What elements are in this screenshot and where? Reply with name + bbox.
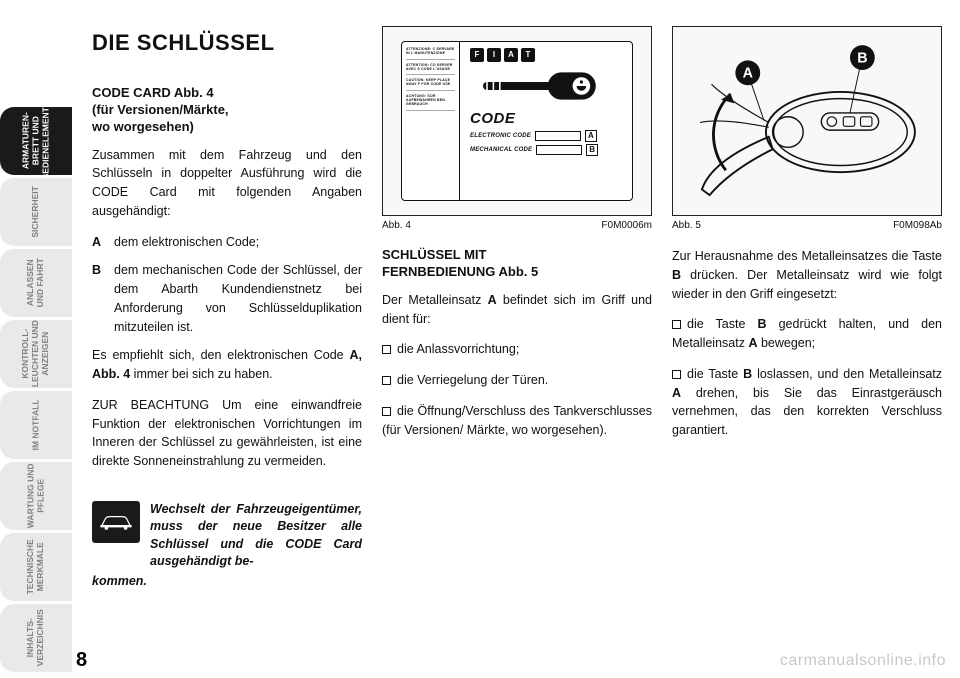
tab-notfall[interactable]: IM NOTFALL bbox=[0, 391, 72, 459]
code-box bbox=[536, 145, 582, 155]
tab-inhalt[interactable]: INHALTS-VERZEICHNIS bbox=[0, 604, 72, 672]
bullet: die Taste B gedrückt halten, und den Met… bbox=[672, 315, 942, 353]
list-key: B bbox=[92, 261, 114, 336]
page-content: DIE SCHLÜSSEL CODE CARD Abb. 4(für Versi… bbox=[72, 0, 960, 678]
tiny-text: CAUTION: KEEP PLACE AWAY F FOR CODE USE bbox=[406, 79, 455, 91]
paragraph: Es empfiehlt sich, den elektronischen Co… bbox=[92, 346, 362, 384]
tab-label: SICHERHEIT bbox=[31, 186, 41, 237]
code-box bbox=[535, 131, 581, 141]
tab-label: WARTUNG UNDPFLEGE bbox=[26, 464, 46, 529]
page-title: DIE SCHLÜSSEL bbox=[92, 26, 362, 59]
card-warnings: ATTENZIONE: C SERVARE IN L MANUTENZIONE … bbox=[402, 42, 460, 200]
tiny-text: ACHTUNG: SOR AUFBEWAHREN BEN. GEBRAUCH bbox=[406, 95, 455, 111]
watermark: carmanualsonline.info bbox=[780, 652, 946, 670]
tab-label: INHALTS-VERZEICHNIS bbox=[26, 609, 46, 666]
key-drawing: CODE ELECTRONIC CODE A MECHANICAL CODE B bbox=[470, 68, 624, 192]
tab-kontrollleuchten[interactable]: KONTROLL-LEUCHTEN UNDANZEIGEN bbox=[0, 320, 72, 388]
column-3: A B Abb. 5 F0M098Ab Zur Herausnahme des … bbox=[672, 26, 942, 590]
bullet: die Öffnung/Verschluss des Tankverschlus… bbox=[382, 402, 652, 440]
warning-text: Wechselt der Fahrzeugei­gentümer, muss d… bbox=[150, 501, 362, 571]
fig-code: F0M0006m bbox=[601, 218, 652, 233]
section-heading: CODE CARD Abb. 4(für Versionen/Märkte,wo… bbox=[92, 85, 362, 136]
label-a: A bbox=[743, 66, 753, 82]
code-tag: A bbox=[585, 130, 597, 142]
figure-caption: Abb. 4 F0M0006m bbox=[382, 218, 652, 233]
brand-logo: F I A T bbox=[470, 48, 624, 62]
tab-label: ANLASSENUND FAHRT bbox=[26, 258, 46, 307]
tiny-text: ATTENTION: CO SERVER AVEC S CODE L'USAGE bbox=[406, 64, 455, 76]
card-main: F I A T bbox=[460, 42, 632, 200]
list-key: A bbox=[92, 233, 114, 252]
tab-sicherheit[interactable]: SICHERHEIT bbox=[0, 178, 72, 246]
figure-5: A B bbox=[672, 26, 942, 216]
car-warning-icon bbox=[92, 501, 140, 543]
tab-technische[interactable]: TECHNISCHEMERKMALE bbox=[0, 533, 72, 601]
intro-text: Zusammen mit dem Fahrzeug und den Schlüs… bbox=[92, 146, 362, 221]
label-b: B bbox=[857, 50, 867, 66]
list-item-a: A dem elektronischen Code; bbox=[92, 233, 362, 252]
column-2: ATTENZIONE: C SERVARE IN L MANUTENZIONE … bbox=[382, 26, 652, 590]
sidebar: ARMATUREN-BRETT UNDBEDIENELEMENTE SICHER… bbox=[0, 0, 72, 678]
tab-label: KONTROLL-LEUCHTEN UNDANZEIGEN bbox=[21, 320, 50, 387]
fig-number: Abb. 4 bbox=[382, 218, 411, 233]
list-val: dem mechanischen Code der Schlüssel, der… bbox=[114, 261, 362, 336]
code-line-label: ELECTRONIC CODE bbox=[470, 132, 531, 141]
page-number: 8 bbox=[76, 649, 87, 672]
paragraph: ZUR BEACHTUNG Um eine einwandfreie Funkt… bbox=[92, 396, 362, 471]
bullet: die Anlassvorrichtung; bbox=[382, 340, 652, 359]
tab-wartung[interactable]: WARTUNG UNDPFLEGE bbox=[0, 462, 72, 530]
list-val: dem elektronischen Code; bbox=[114, 233, 362, 252]
list-item-b: B dem mechanischen Code der Schlüssel, d… bbox=[92, 261, 362, 336]
fig-code: F0M098Ab bbox=[893, 218, 942, 233]
tab-label: TECHNISCHEMERKMALE bbox=[26, 539, 46, 594]
tab-label: IM NOTFALL bbox=[31, 399, 41, 450]
fig-number: Abb. 5 bbox=[672, 218, 701, 233]
tiny-text: ATTENZIONE: C SERVARE IN L MANUTENZIONE bbox=[406, 48, 455, 60]
warning-block: Wechselt der Fahrzeugei­gentümer, muss d… bbox=[92, 501, 362, 571]
column-1: DIE SCHLÜSSEL CODE CARD Abb. 4(für Versi… bbox=[92, 26, 362, 590]
paragraph: Der Metalleinsatz A befindet sich im Gri… bbox=[382, 291, 652, 329]
figure-4: ATTENZIONE: C SERVARE IN L MANUTENZIONE … bbox=[382, 26, 652, 216]
code-card: ATTENZIONE: C SERVARE IN L MANUTENZIONE … bbox=[401, 41, 633, 201]
bullet: die Verriegelung der Türen. bbox=[382, 371, 652, 390]
tab-anlassen[interactable]: ANLASSENUND FAHRT bbox=[0, 249, 72, 317]
code-tag: B bbox=[586, 144, 598, 156]
code-label: CODE bbox=[470, 108, 515, 131]
section-heading: SCHLÜSSEL MITFERNBEDIENUNG Abb. 5 bbox=[382, 247, 652, 281]
code-line-label: MECHANICAL CODE bbox=[470, 146, 532, 155]
bullet: die Taste B loslassen, und den Metallein… bbox=[672, 365, 942, 440]
paragraph: Zur Herausnahme des Metalleinsatzes die … bbox=[672, 247, 942, 303]
tab-armaturenbrett[interactable]: ARMATUREN-BRETT UNDBEDIENELEMENTE bbox=[0, 107, 72, 175]
tab-label: ARMATUREN-BRETT UNDBEDIENELEMENTE bbox=[21, 102, 50, 180]
figure-caption: Abb. 5 F0M098Ab bbox=[672, 218, 942, 233]
warning-text-cont: kommen. bbox=[92, 573, 362, 591]
